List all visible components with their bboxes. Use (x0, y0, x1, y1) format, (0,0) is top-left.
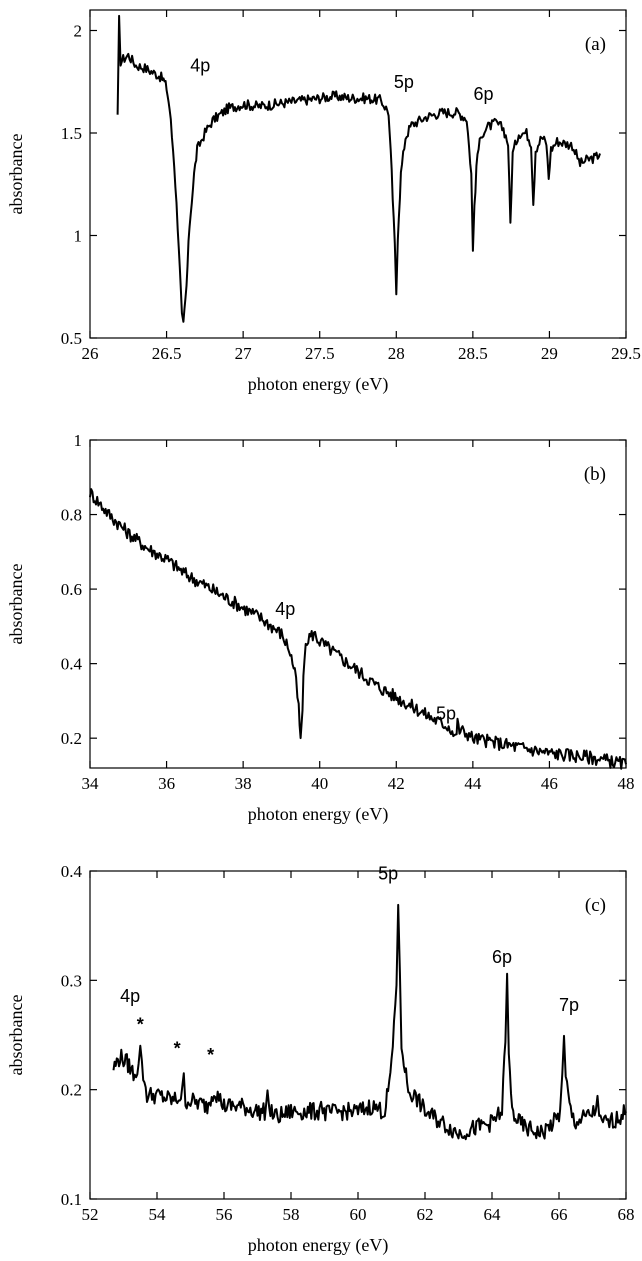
plot-frame (89, 9, 627, 339)
x-tick-label: 68 (618, 1205, 635, 1224)
y-tick-label: 0.5 (61, 329, 82, 348)
y-tick-label: 0.4 (61, 862, 83, 881)
peak-annotation: 5p (436, 704, 456, 724)
x-tick-label: 42 (388, 774, 405, 793)
y-tick-label: 0.6 (61, 580, 82, 599)
x-axis-title: photon energy (eV) (248, 804, 389, 825)
x-axis-title: photon energy (eV) (248, 374, 389, 395)
peak-annotation: 5p (394, 72, 414, 92)
x-tick-label: 66 (551, 1205, 568, 1224)
peak-annotation: 4p (275, 599, 295, 619)
x-tick-label: 27.5 (305, 344, 335, 363)
y-tick-label: 0.2 (61, 1081, 82, 1100)
y-axis-title: absorbance (6, 134, 26, 215)
y-tick-label: 2 (74, 22, 83, 41)
series-line (112, 903, 627, 1141)
y-tick-label: 1 (74, 227, 83, 246)
panel-label: (a) (585, 34, 606, 55)
x-tick-label: 29 (541, 344, 558, 363)
chart-panel-a: 26 26.5 27 27.5 28 28.5 29 29.5 0.5 1 1.5 2 photon e… (6, 9, 641, 395)
x-tick-label: 54 (149, 1205, 167, 1224)
plot-frame (89, 870, 627, 1200)
peak-annotation: 6p (474, 84, 494, 104)
series-line (116, 14, 601, 323)
peak-annotation: 4p (190, 56, 210, 76)
series-line (89, 488, 627, 770)
x-tick-label: 56 (216, 1205, 233, 1224)
panel-label: (c) (585, 895, 606, 916)
x-tick-label: 34 (82, 774, 100, 793)
x-tick-label: 60 (350, 1205, 367, 1224)
x-axis-title: photon energy (eV) (248, 1235, 389, 1256)
x-tick-label: 48 (618, 774, 635, 793)
chart-panel-b: 34 36 38 40 42 44 46 48 0.2 0.4 0.6 0.8 1 photon ener… (6, 431, 635, 825)
x-tick-label: 52 (82, 1205, 99, 1224)
star-marker: * (174, 1039, 181, 1059)
star-marker: * (207, 1045, 214, 1065)
y-tick-label: 0.4 (61, 655, 83, 674)
y-tick-label: 0.1 (61, 1190, 82, 1209)
x-tick-label: 28.5 (458, 344, 488, 363)
y-tick-label: 0.3 (61, 971, 82, 990)
x-tick-label: 26.5 (152, 344, 182, 363)
y-tick-label: 0.8 (61, 506, 82, 525)
x-tick-label: 40 (311, 774, 328, 793)
peak-annotation: 6p (492, 947, 512, 967)
chart-panel-c: 52 54 56 58 60 62 64 66 68 0.1 0.2 0.3 0.4 photon ene… (6, 862, 635, 1256)
x-tick-label: 27 (235, 344, 253, 363)
y-tick-label: 1.5 (61, 124, 82, 143)
peak-annotation: 4p (120, 986, 140, 1006)
x-tick-label: 64 (484, 1205, 502, 1224)
x-tick-label: 29.5 (611, 344, 641, 363)
x-tick-label: 58 (283, 1205, 300, 1224)
x-tick-label: 36 (158, 774, 175, 793)
y-axis-title: absorbance (6, 564, 26, 645)
x-tick-label: 44 (464, 774, 482, 793)
x-tick-label: 46 (541, 774, 558, 793)
peak-annotation: 7p (559, 995, 579, 1015)
x-tick-label: 62 (417, 1205, 434, 1224)
y-tick-label: 1 (74, 431, 83, 450)
star-marker: * (137, 1015, 144, 1035)
x-tick-label: 28 (388, 344, 405, 363)
y-tick-label: 0.2 (61, 729, 82, 748)
plot-frame (89, 439, 627, 769)
peak-annotation: 5p (378, 864, 398, 884)
panel-label: (b) (584, 464, 606, 485)
x-tick-label: 38 (235, 774, 252, 793)
x-tick-label: 26 (82, 344, 99, 363)
y-axis-title: absorbance (6, 995, 26, 1076)
